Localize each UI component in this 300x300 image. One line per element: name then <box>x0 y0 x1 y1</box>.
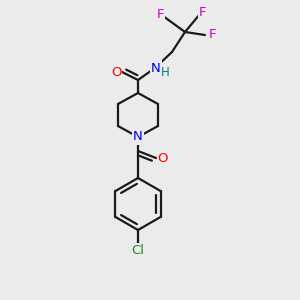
Text: H: H <box>160 67 169 80</box>
Text: O: O <box>111 65 121 79</box>
Text: N: N <box>151 61 161 74</box>
Text: Cl: Cl <box>131 244 145 257</box>
Text: N: N <box>133 130 143 143</box>
Text: F: F <box>199 5 207 19</box>
Text: O: O <box>158 152 168 164</box>
Text: F: F <box>156 8 164 20</box>
Text: F: F <box>209 28 217 41</box>
